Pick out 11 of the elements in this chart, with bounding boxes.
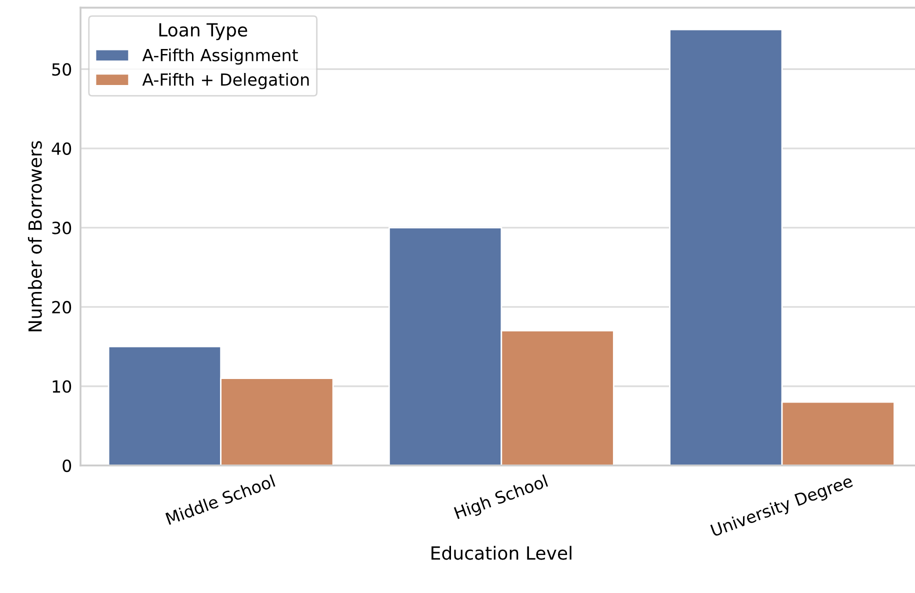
x-axis-title: Education Level xyxy=(432,546,572,560)
y-tick-label: 40 xyxy=(52,142,72,155)
legend-label: A-Fifth Assignment xyxy=(142,48,298,65)
legend-label: A-Fifth + Delegation xyxy=(142,72,309,90)
y-tick-label: 50 xyxy=(52,63,72,76)
y-tick-label: 10 xyxy=(52,380,72,393)
y-tick-label: 30 xyxy=(52,222,72,234)
y-axis-title: Number of Borrowers xyxy=(28,141,42,332)
y-tick-label: 20 xyxy=(52,300,72,314)
legend-title: Loan Type xyxy=(159,23,248,40)
y-tick-label: 0 xyxy=(62,459,72,472)
